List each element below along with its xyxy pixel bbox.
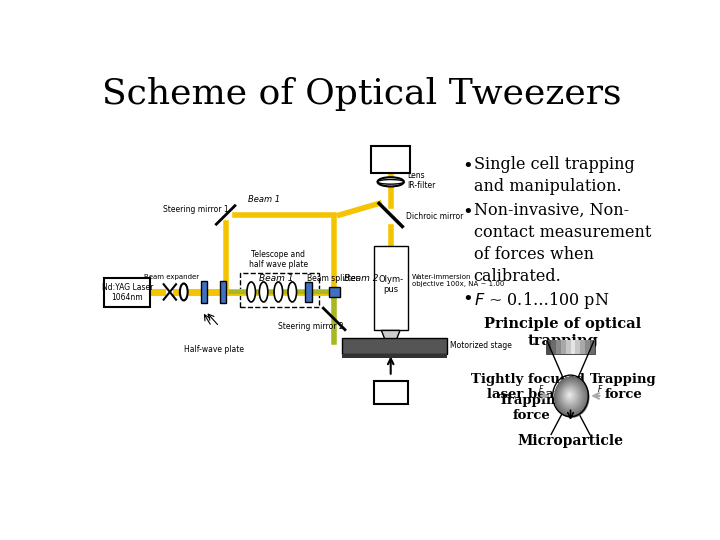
Bar bbox=[590, 340, 595, 354]
Ellipse shape bbox=[180, 284, 188, 300]
Bar bbox=[342, 338, 446, 354]
Text: Beam splitter: Beam splitter bbox=[307, 274, 359, 284]
Ellipse shape bbox=[558, 381, 584, 412]
Ellipse shape bbox=[567, 393, 572, 397]
Ellipse shape bbox=[566, 391, 574, 400]
Ellipse shape bbox=[554, 376, 590, 418]
Bar bbox=[575, 340, 580, 354]
Bar bbox=[546, 340, 551, 354]
Bar bbox=[565, 340, 570, 354]
Text: Beam 2: Beam 2 bbox=[344, 274, 379, 284]
Text: Steering mirror 2: Steering mirror 2 bbox=[278, 322, 343, 331]
Text: Telescope and
half wave plate: Telescope and half wave plate bbox=[249, 250, 308, 269]
Text: Tightly focused
laser beam: Tightly focused laser beam bbox=[471, 373, 585, 401]
Bar bbox=[342, 354, 446, 358]
Text: Dichroic mirror: Dichroic mirror bbox=[406, 212, 464, 221]
Bar bbox=[570, 340, 575, 354]
Ellipse shape bbox=[559, 382, 583, 410]
Text: Motorized stage: Motorized stage bbox=[451, 341, 512, 350]
Ellipse shape bbox=[377, 179, 404, 184]
Ellipse shape bbox=[554, 377, 588, 417]
Bar bbox=[556, 340, 561, 354]
Bar bbox=[374, 246, 408, 330]
Text: Single cell trapping
and manipulation.: Single cell trapping and manipulation. bbox=[474, 156, 634, 195]
Text: Beam 1: Beam 1 bbox=[248, 195, 280, 204]
Bar bbox=[240, 273, 319, 307]
Text: Scheme of Optical Tweezers: Scheme of Optical Tweezers bbox=[102, 77, 621, 111]
Text: Trapping
force: Trapping force bbox=[590, 373, 657, 401]
Text: Non-invasive, Non-
contact measurement
of forces when
calibrated.: Non-invasive, Non- contact measurement o… bbox=[474, 202, 651, 286]
Ellipse shape bbox=[563, 387, 578, 404]
Ellipse shape bbox=[559, 383, 582, 409]
Ellipse shape bbox=[557, 379, 586, 414]
Bar bbox=[551, 340, 556, 354]
Bar bbox=[546, 340, 595, 354]
Text: Principle of optical
trapping: Principle of optical trapping bbox=[484, 318, 642, 348]
Text: $F$ ~ 0.1…100 pN: $F$ ~ 0.1…100 pN bbox=[474, 289, 609, 310]
Text: Trapping
force: Trapping force bbox=[498, 394, 565, 422]
Text: Olym-
pus: Olym- pus bbox=[378, 274, 403, 294]
Ellipse shape bbox=[562, 386, 579, 406]
Text: Microparticle: Microparticle bbox=[518, 434, 624, 448]
Text: •: • bbox=[462, 157, 473, 175]
Bar bbox=[374, 381, 408, 403]
Text: Beam expander: Beam expander bbox=[144, 274, 199, 280]
Text: F: F bbox=[598, 385, 602, 394]
Text: •: • bbox=[462, 204, 473, 221]
Bar bbox=[104, 278, 150, 307]
Text: CCD: CCD bbox=[379, 154, 402, 164]
Ellipse shape bbox=[564, 388, 577, 403]
Text: •: • bbox=[462, 289, 473, 308]
Bar bbox=[329, 287, 340, 298]
Ellipse shape bbox=[569, 394, 570, 396]
Text: F: F bbox=[539, 385, 543, 394]
Text: Half-wave plate: Half-wave plate bbox=[184, 345, 243, 354]
Ellipse shape bbox=[274, 282, 282, 302]
Bar bbox=[220, 281, 226, 303]
Polygon shape bbox=[382, 330, 400, 345]
Bar bbox=[585, 340, 590, 354]
Bar bbox=[372, 146, 410, 173]
Ellipse shape bbox=[564, 389, 576, 402]
Ellipse shape bbox=[561, 385, 580, 407]
Bar bbox=[580, 340, 585, 354]
Bar bbox=[305, 282, 312, 302]
Ellipse shape bbox=[247, 282, 256, 302]
Ellipse shape bbox=[377, 177, 404, 186]
Text: Steering mirror 1: Steering mirror 1 bbox=[163, 205, 229, 214]
Ellipse shape bbox=[555, 378, 588, 415]
Bar bbox=[201, 281, 207, 303]
Ellipse shape bbox=[560, 384, 581, 408]
Text: Nd:YAG Laser
1064nm: Nd:YAG Laser 1064nm bbox=[102, 283, 153, 302]
Bar bbox=[546, 340, 595, 354]
Ellipse shape bbox=[259, 282, 268, 302]
Text: Beam 1: Beam 1 bbox=[258, 274, 293, 284]
Text: LED: LED bbox=[381, 387, 400, 397]
Text: Lens
IR-filter: Lens IR-filter bbox=[408, 171, 436, 190]
Ellipse shape bbox=[565, 390, 575, 401]
Bar bbox=[561, 340, 565, 354]
Ellipse shape bbox=[557, 380, 585, 413]
Ellipse shape bbox=[288, 282, 297, 302]
Ellipse shape bbox=[567, 392, 572, 399]
Text: Water-immersion
objective 100x, NA ~ 1.00: Water-immersion objective 100x, NA ~ 1.0… bbox=[412, 274, 504, 287]
